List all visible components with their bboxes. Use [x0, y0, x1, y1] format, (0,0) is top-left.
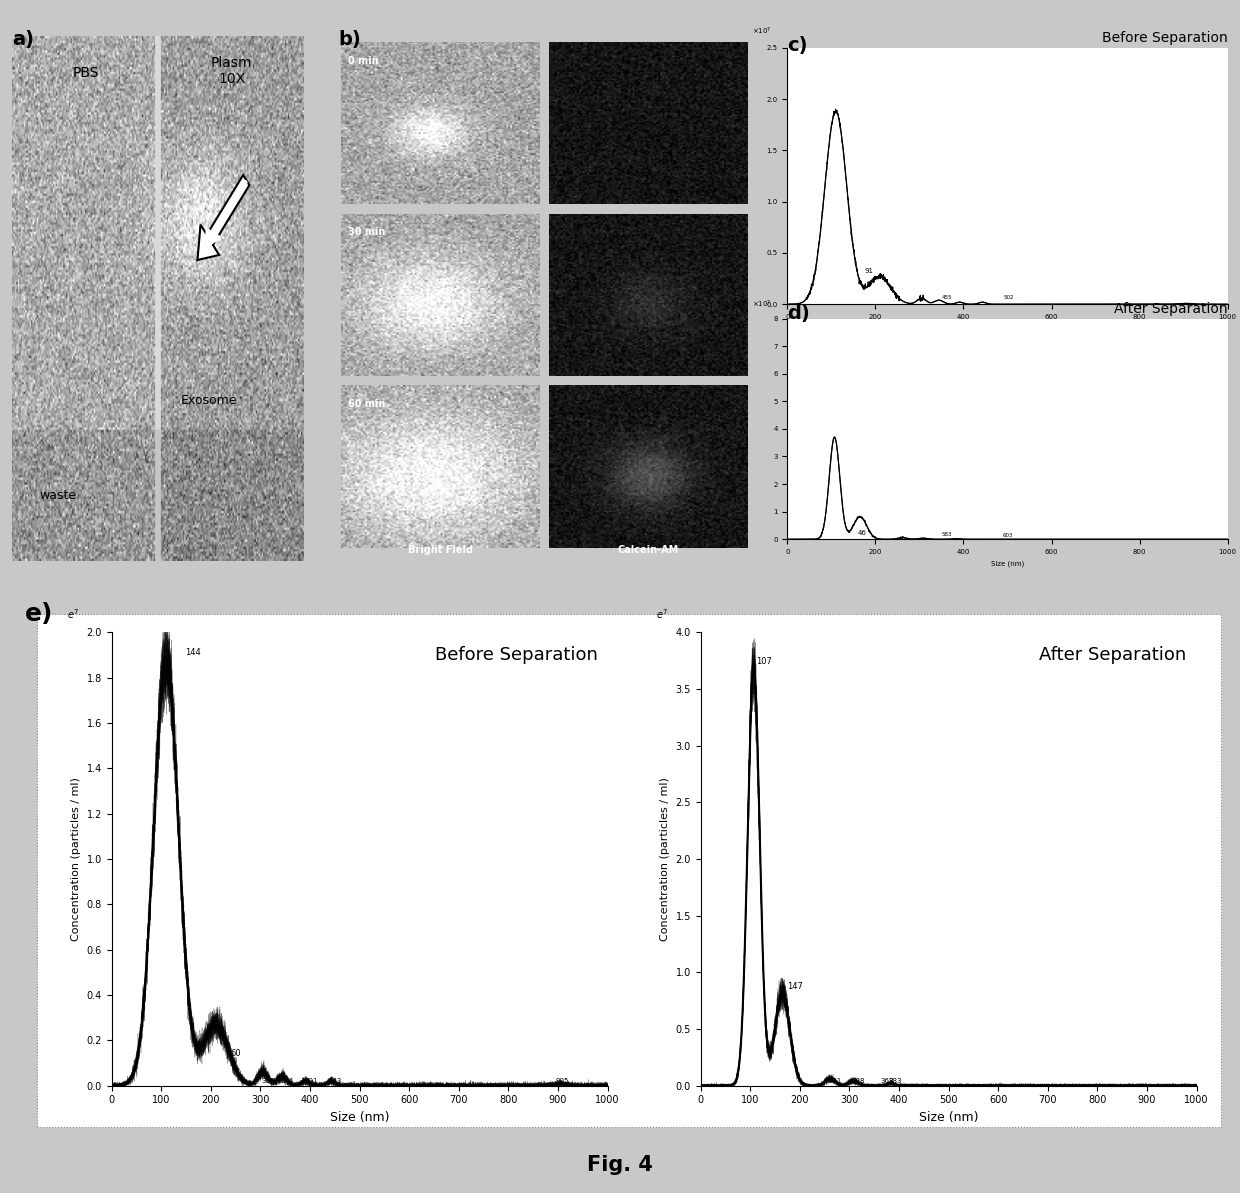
- Text: Fig. 4: Fig. 4: [587, 1155, 653, 1175]
- Text: Calcein-AM: Calcein-AM: [618, 545, 680, 555]
- Text: 344: 344: [280, 1078, 294, 1084]
- Text: 144: 144: [185, 648, 201, 657]
- Text: 368: 368: [880, 1078, 894, 1084]
- Y-axis label: Concentration (particles / ml): Concentration (particles / ml): [71, 777, 81, 941]
- Text: 905: 905: [556, 1078, 569, 1084]
- Text: 391: 391: [304, 1078, 317, 1084]
- Text: After Separation: After Separation: [1114, 302, 1228, 316]
- Y-axis label: Concentration (particles / ml): Concentration (particles / ml): [660, 777, 670, 941]
- FancyArrow shape: [197, 175, 249, 260]
- Text: 107: 107: [756, 657, 773, 666]
- Text: 502: 502: [1003, 295, 1013, 301]
- X-axis label: Size (nm): Size (nm): [991, 561, 1024, 567]
- Text: Before Separation: Before Separation: [435, 645, 598, 663]
- Text: Exosome: Exosome: [181, 394, 237, 407]
- Text: 455: 455: [941, 295, 952, 301]
- Text: 46: 46: [858, 530, 867, 536]
- Text: 60 min: 60 min: [348, 400, 386, 409]
- Text: 603: 603: [1003, 533, 1013, 538]
- Text: 443: 443: [329, 1078, 342, 1084]
- Text: 30 min: 30 min: [348, 228, 386, 237]
- Text: waste: waste: [40, 489, 77, 502]
- Text: e): e): [25, 602, 53, 626]
- Text: 308: 308: [852, 1078, 866, 1084]
- Text: $\times 10^7$: $\times 10^7$: [753, 26, 771, 37]
- Text: Bright Field: Bright Field: [408, 545, 472, 555]
- Text: 60: 60: [231, 1049, 242, 1058]
- X-axis label: Size (nm): Size (nm): [991, 326, 1024, 332]
- Text: 261: 261: [828, 1078, 842, 1084]
- Text: 0 min: 0 min: [348, 56, 378, 66]
- Text: 147: 147: [787, 982, 804, 991]
- Text: Plasm
10X: Plasm 10X: [211, 56, 253, 86]
- Text: $e^7$: $e^7$: [67, 607, 79, 620]
- Text: d): d): [787, 304, 810, 323]
- X-axis label: Size (nm): Size (nm): [919, 1111, 978, 1124]
- Text: c): c): [787, 36, 808, 55]
- Text: 383: 383: [888, 1078, 901, 1084]
- Text: 583: 583: [941, 532, 952, 538]
- Text: a): a): [12, 30, 35, 49]
- Text: 305: 305: [262, 1078, 275, 1084]
- Text: $e^7$: $e^7$: [656, 607, 668, 620]
- Text: 91: 91: [864, 268, 873, 274]
- Text: After Separation: After Separation: [1039, 645, 1187, 663]
- Text: Before Separation: Before Separation: [1102, 31, 1228, 45]
- Text: PBS: PBS: [73, 66, 99, 80]
- Text: b): b): [339, 30, 361, 49]
- Text: $\times 10^7$: $\times 10^7$: [753, 298, 771, 310]
- X-axis label: Size (nm): Size (nm): [330, 1111, 389, 1124]
